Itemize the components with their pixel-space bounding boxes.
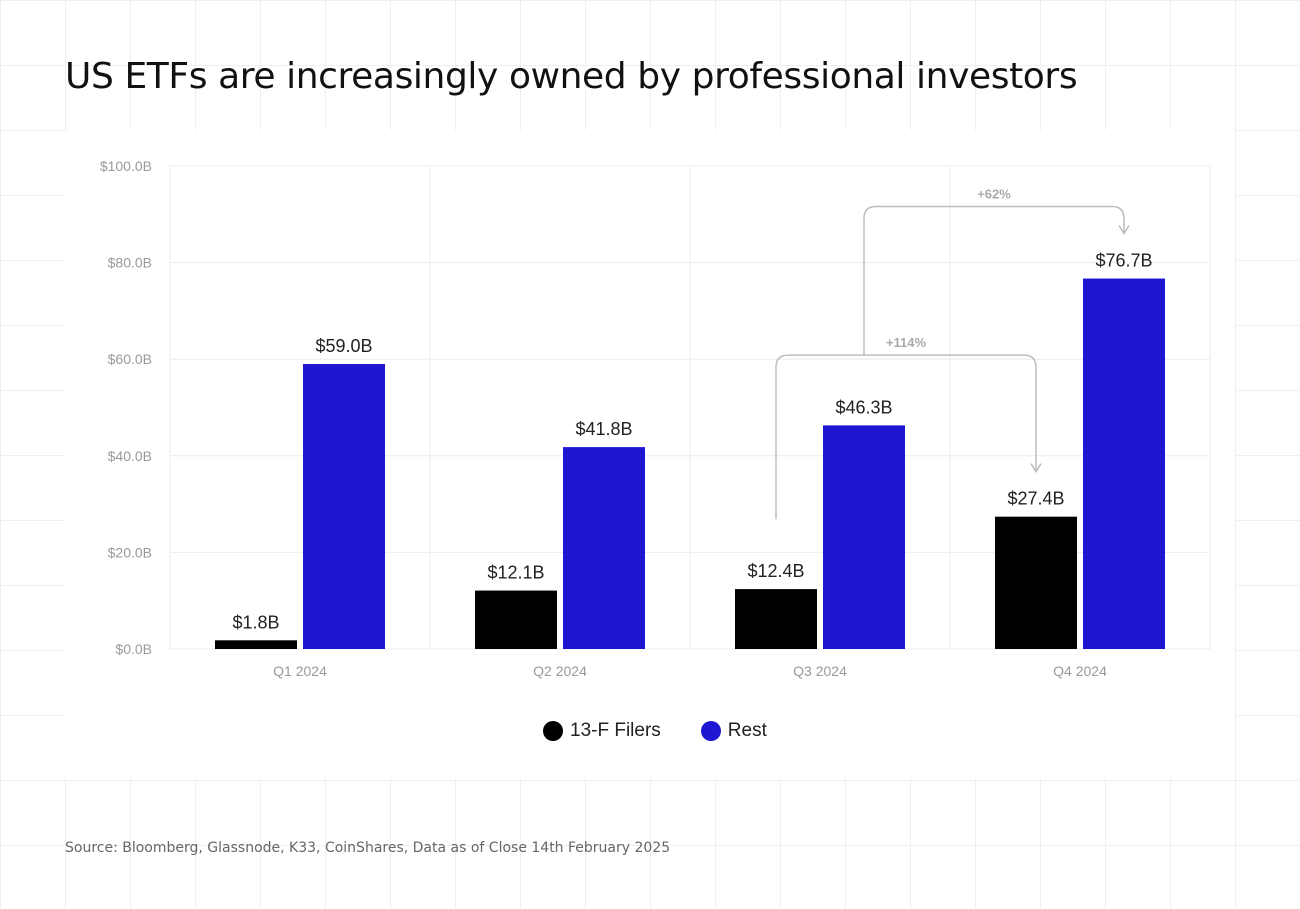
chart-panel: [65, 130, 1235, 778]
x-tick-label: Q2 2024: [533, 663, 587, 679]
legend-item-13f-filers: 13-F Filers: [543, 720, 661, 742]
data-label: $12.4B: [747, 561, 804, 581]
annotation-label: +114%: [886, 335, 927, 350]
annotation-bracket: [775, 354, 1037, 520]
bar-rest: [1083, 278, 1165, 649]
data-label: $27.4B: [1007, 489, 1064, 509]
data-label: $41.8B: [575, 419, 632, 439]
data-label: $1.8B: [232, 612, 279, 632]
y-tick-label: $80.0B: [108, 255, 152, 271]
bar-rest: [303, 364, 385, 649]
chart-title: US ETFs are increasingly owned by profes…: [65, 56, 1078, 97]
data-label: $59.0B: [315, 336, 372, 356]
bar-13f-filers: [475, 590, 557, 649]
x-tick-label: Q4 2024: [1053, 663, 1107, 679]
y-tick-label: $40.0B: [108, 448, 152, 464]
data-label: $46.3B: [835, 397, 892, 417]
annotation-arrowhead: [1118, 225, 1130, 235]
legend-swatch-rest: [700, 721, 721, 741]
data-label: $12.1B: [487, 563, 544, 583]
legend-item-rest: Rest: [700, 720, 767, 742]
source-note: Source: Bloomberg, Glassnode, K33, CoinS…: [65, 840, 671, 856]
chart-legend: 13-F Filers Rest: [543, 720, 767, 742]
y-tick-label: $20.0B: [108, 544, 152, 560]
x-tick-label: Q3 2024: [793, 663, 847, 679]
bar-13f-filers: [735, 589, 817, 649]
annotation-arrowhead: [1030, 463, 1042, 474]
legend-label-13f-filers: 13-F Filers: [570, 720, 661, 741]
bar-rest: [823, 425, 905, 649]
bar-13f-filers: [995, 516, 1077, 649]
y-tick-label: $60.0B: [108, 351, 152, 367]
x-tick-label: Q1 2024: [273, 663, 327, 679]
legend-label-rest: Rest: [727, 720, 767, 741]
y-tick-label: $0.0B: [115, 641, 152, 657]
bar-13f-filers: [215, 640, 297, 649]
data-label: $76.7B: [1095, 251, 1152, 271]
annotation-label: +62%: [977, 187, 1011, 202]
y-tick-label: $100.0B: [100, 158, 152, 174]
legend-swatch-13f-filers: [543, 721, 563, 741]
annotation-bracket: [863, 205, 1125, 356]
bar-rest: [563, 447, 645, 649]
